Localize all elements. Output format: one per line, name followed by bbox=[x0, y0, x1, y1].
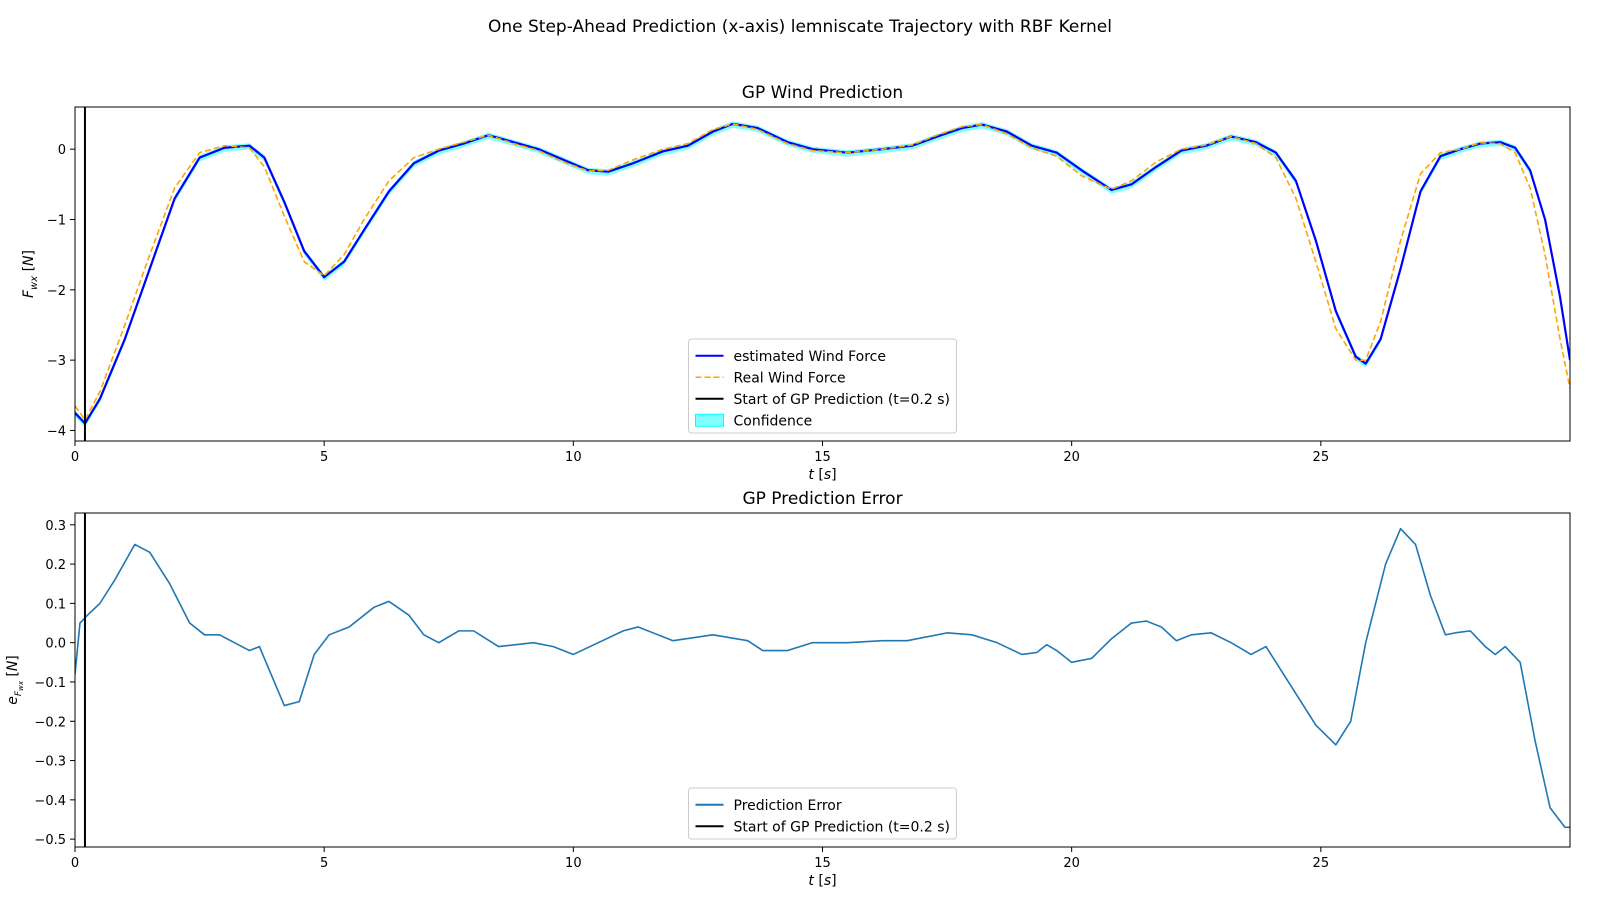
series-line-real-wind-force bbox=[75, 123, 1570, 421]
y-tick-label: −0.4 bbox=[34, 794, 66, 809]
legend-label: Prediction Error bbox=[734, 798, 842, 814]
y-tick-label: 0.2 bbox=[45, 558, 66, 573]
y-tick-label: 0.1 bbox=[45, 597, 66, 612]
x-tick-label: 10 bbox=[565, 856, 582, 871]
panel-title: GP Wind Prediction bbox=[742, 83, 903, 103]
y-tick-label: −0.2 bbox=[34, 715, 66, 730]
legend-box bbox=[688, 787, 957, 840]
legend-box bbox=[688, 338, 957, 434]
x-tick-label: 0 bbox=[71, 450, 79, 465]
y-tick-label: −3 bbox=[47, 354, 66, 369]
plot-area bbox=[75, 107, 1570, 441]
legend-label: Real Wind Force bbox=[734, 370, 846, 386]
legend-item: Start of GP Prediction (t=0.2 s) bbox=[695, 819, 951, 835]
legend-item: Prediction Error bbox=[695, 798, 842, 814]
x-axis-label: t [s] bbox=[808, 873, 836, 889]
legend: Prediction Error Start of GP Prediction (… bbox=[688, 787, 957, 840]
x-tick-label: 20 bbox=[1063, 450, 1080, 465]
legend-item: Confidence bbox=[695, 413, 813, 429]
legend-item: estimated Wind Force bbox=[695, 349, 886, 365]
prediction-error-panel: GP Prediction Error 0 5 10 15 20 25 0.3 0.2 0.1 0.… bbox=[5, 489, 1571, 889]
y-tick-label: −0.3 bbox=[34, 755, 66, 770]
series-line-prediction-error bbox=[75, 527, 1570, 829]
legend-item: Start of GP Prediction (t=0.2 s) bbox=[695, 392, 951, 408]
x-tick-label: 10 bbox=[565, 450, 582, 465]
y-axis-label: Fwx [N] bbox=[21, 250, 40, 298]
y-axis-label: eFwx [N] bbox=[5, 655, 25, 705]
y-tick-label: −4 bbox=[47, 424, 66, 439]
x-tick-label: 5 bbox=[320, 856, 328, 871]
legend-label: Start of GP Prediction (t=0.2 s) bbox=[734, 392, 951, 408]
x-tick-label: 5 bbox=[320, 450, 328, 465]
y-tick-label: 0.3 bbox=[45, 519, 66, 534]
y-tick-label: 0 bbox=[58, 143, 66, 158]
y-tick-label: 0.0 bbox=[45, 637, 66, 652]
x-tick-label: 15 bbox=[814, 450, 831, 465]
plot-area bbox=[75, 513, 1570, 847]
legend-swatch bbox=[695, 413, 724, 427]
x-tick-label: 15 bbox=[814, 856, 831, 871]
legend-label: Confidence bbox=[734, 413, 813, 429]
x-axis-label: t [s] bbox=[808, 467, 836, 483]
panel-title: GP Prediction Error bbox=[742, 489, 902, 509]
legend-label: Start of GP Prediction (t=0.2 s) bbox=[734, 819, 951, 835]
x-tick-label: 0 bbox=[71, 856, 79, 871]
x-tick-label: 20 bbox=[1063, 856, 1080, 871]
x-tick-label: 25 bbox=[1313, 856, 1330, 871]
y-tick-label: −0.5 bbox=[34, 833, 66, 848]
y-tick-label: −1 bbox=[47, 214, 66, 229]
legend: estimated Wind Force Real Wind Force Start… bbox=[688, 338, 957, 434]
legend-item: Real Wind Force bbox=[695, 370, 846, 386]
figure-suptitle: One Step-Ahead Prediction (x-axis) lemni… bbox=[488, 17, 1112, 37]
y-tick-label: −2 bbox=[47, 284, 66, 299]
wind-prediction-panel: GP Wind Prediction 0 5 10 15 20 25 −4 −3 −2 −1 0 t [… bbox=[21, 83, 1571, 483]
legend-label: estimated Wind Force bbox=[734, 349, 886, 365]
x-tick-label: 25 bbox=[1313, 450, 1330, 465]
y-tick-label: −0.1 bbox=[34, 676, 66, 691]
